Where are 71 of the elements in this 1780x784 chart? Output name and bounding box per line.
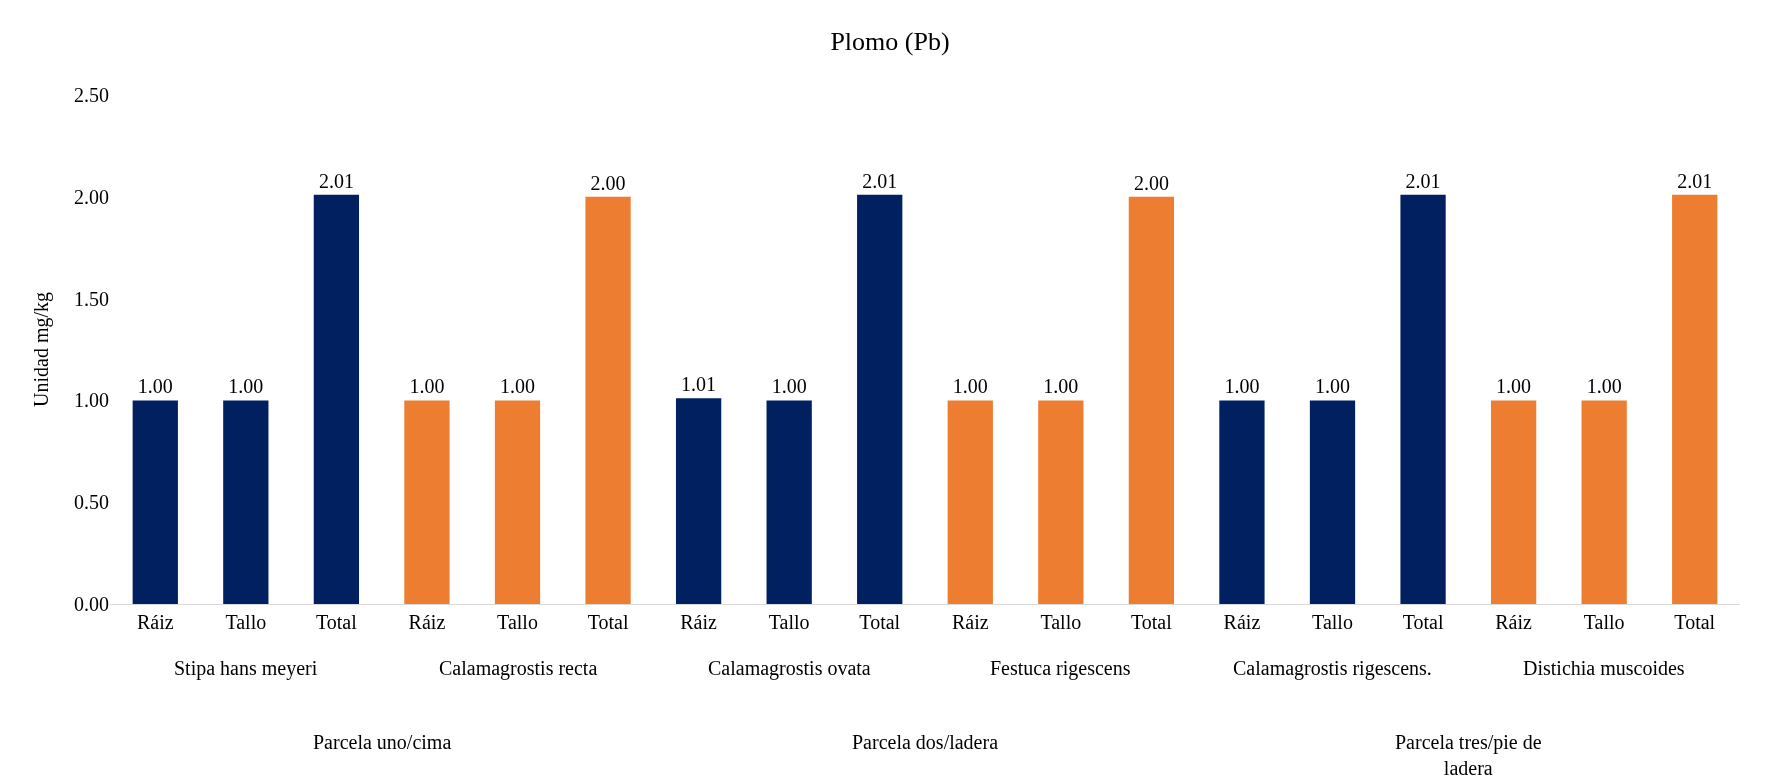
text: Festuca rigescens: [990, 657, 1131, 680]
y-tick-label: 1.50: [74, 287, 109, 310]
x-tick-label: Ráiz: [1495, 611, 1533, 633]
x-tick-label: Ráiz: [680, 611, 718, 633]
x-tick-label: Ráiz: [136, 611, 174, 633]
x-tick-label: Ráiz: [1223, 611, 1261, 633]
text: Calamagrostis rigescens.: [1233, 657, 1432, 680]
bar: [585, 196, 631, 604]
data-label: 2.01: [862, 169, 898, 192]
bar: [766, 400, 812, 604]
data-label: 1.00: [1315, 375, 1350, 398]
x-tick-label: Ráiz: [951, 611, 989, 633]
text: Calamagrostis ovata: [708, 657, 871, 680]
text: Stipa hans meyeri: [174, 657, 318, 680]
text: Parcela tres/pie de ladera: [1395, 731, 1542, 779]
bar: [223, 400, 269, 604]
bar: [494, 400, 541, 604]
bar: [1672, 194, 1718, 604]
bar: [1490, 400, 1537, 604]
bar: [947, 400, 993, 604]
x-tick-label: Tallo: [225, 611, 267, 633]
data-label: 1.01: [681, 373, 717, 396]
data-label: 1.00: [228, 375, 264, 398]
data-label: 1.00: [1586, 375, 1622, 398]
x-tick-label: Total: [1402, 611, 1444, 633]
text: Calamagrostis recta: [439, 657, 598, 680]
data-label: 1.00: [771, 375, 807, 398]
x-tick-label: Total: [315, 611, 358, 633]
x-tick-label: Total: [587, 611, 629, 633]
x-tick-label: Tallo: [1040, 611, 1082, 633]
text: Distichia muscoides: [1523, 657, 1685, 679]
data-label: 1.00: [500, 375, 535, 398]
x-tick-label: Total: [1130, 611, 1173, 633]
y-tick-label: 0.00: [74, 593, 109, 615]
x-tick-label: Total: [859, 611, 901, 633]
bar: [857, 194, 903, 604]
bar: [313, 194, 360, 604]
x-tick-label: Tallo: [1583, 611, 1625, 633]
data-label: 1.00: [409, 375, 445, 398]
y-tick-label: 2.00: [74, 185, 109, 208]
bar: [1400, 194, 1446, 604]
chart-title: Plomo (Pb): [830, 26, 950, 56]
bar: [1309, 400, 1356, 604]
bar: [675, 398, 722, 604]
data-label: 1.00: [137, 375, 173, 398]
data-label: 2.00: [590, 171, 626, 194]
x-tick-label: Tallo: [1312, 611, 1353, 633]
bar: [404, 400, 450, 604]
data-label: 2.01: [1677, 169, 1713, 192]
bar: [1128, 196, 1175, 604]
text: Parcela uno/cima: [313, 731, 452, 753]
bar: [1581, 400, 1627, 604]
y-tick-label: 0.50: [74, 491, 109, 514]
x-tick-label: Total: [1674, 611, 1716, 633]
x-tick-label: Ráiz: [408, 611, 446, 633]
y-tick-label: 1.00: [74, 389, 109, 412]
data-label: 1.00: [1224, 375, 1260, 398]
data-label: 2.00: [1133, 171, 1169, 194]
bar: [1038, 400, 1084, 604]
bar: [1219, 400, 1265, 604]
data-label: 2.01: [1405, 169, 1441, 192]
y-axis-title: Unidad mg/kg: [29, 292, 53, 407]
data-label: 2.01: [318, 169, 354, 192]
x-tick-label: Tallo: [768, 611, 810, 633]
data-label: 1.00: [1043, 375, 1079, 398]
data-label: 1.00: [1496, 375, 1532, 398]
text: Parcela dos/ladera: [852, 731, 999, 753]
x-tick-label: Tallo: [497, 611, 538, 633]
bar: [132, 400, 178, 604]
y-tick-label: 2.50: [74, 84, 109, 106]
data-label: 1.00: [952, 375, 988, 398]
